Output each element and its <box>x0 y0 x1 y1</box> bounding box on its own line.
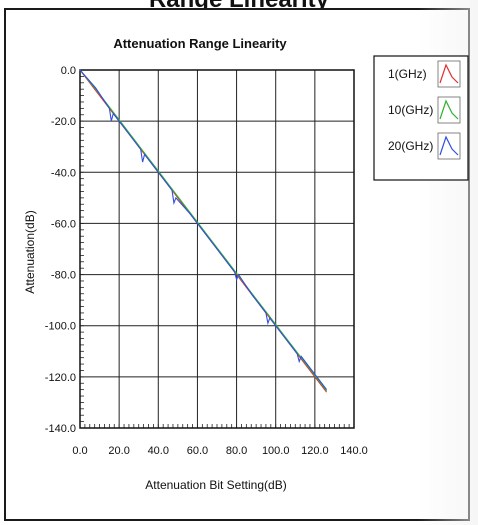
y-tick-label: -60.0 <box>51 218 76 230</box>
chart-title: Attenuation Range Linearity <box>113 36 287 51</box>
legend-swatch-line <box>439 63 459 84</box>
y-tick-label: -20.0 <box>51 116 76 128</box>
x-tick-label: 140.0 <box>340 445 368 457</box>
x-tick-label: 100.0 <box>262 445 290 457</box>
plot-area: 0.0 20.0 40.0 60.0 80.0 100.0 120.0 140.0 0.0 -20… <box>45 65 368 457</box>
legend-swatch-box <box>437 60 461 88</box>
legend: 1(GHz) 10(GHz) 20(GHz) <box>373 55 469 181</box>
legend-swatch-line <box>439 135 459 156</box>
legend-label: 10(GHz) <box>388 103 433 117</box>
series-line-2 <box>79 69 328 392</box>
x-axis-label: Attenuation Bit Setting(dB) <box>145 478 286 492</box>
legend-swatch-line <box>439 99 459 120</box>
series-line-3 <box>79 69 328 390</box>
x-tick-label: 80.0 <box>226 445 247 457</box>
y-axis-label: Attenuation(dB) <box>23 210 37 293</box>
legend-swatch-box <box>437 132 461 160</box>
y-tick-label: -40.0 <box>51 167 76 179</box>
x-tick-label: 60.0 <box>187 445 208 457</box>
y-tick-label: -140.0 <box>45 423 76 435</box>
y-tick-label: -100.0 <box>45 321 76 333</box>
x-tick-label: 40.0 <box>148 445 169 457</box>
plot-border <box>79 69 355 429</box>
legend-swatch-box <box>437 96 461 124</box>
y-tick-label: 0.0 <box>61 65 76 77</box>
x-tick-label: 20.0 <box>108 445 129 457</box>
x-tick-label: 0.0 <box>72 445 87 457</box>
legend-label: 20(GHz) <box>388 139 433 153</box>
y-tick-label: -80.0 <box>51 270 76 282</box>
y-tick-label: -120.0 <box>45 372 76 384</box>
legend-label: 1(GHz) <box>388 67 427 81</box>
x-tick-label: 120.0 <box>301 445 329 457</box>
